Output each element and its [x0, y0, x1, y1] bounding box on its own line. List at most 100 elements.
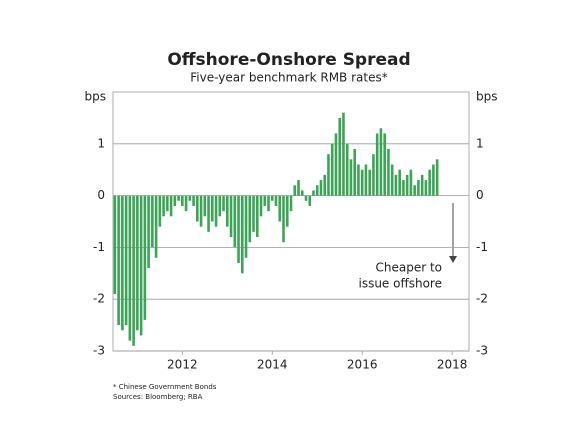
bar — [372, 154, 375, 196]
bar — [304, 195, 308, 201]
bar — [177, 195, 180, 201]
y2-tick-label: 0 — [476, 188, 484, 202]
bar — [278, 195, 282, 222]
bar — [124, 195, 128, 326]
bar — [417, 180, 420, 196]
bar — [169, 195, 173, 217]
bar — [323, 174, 327, 196]
bar — [285, 195, 289, 227]
bar — [387, 148, 390, 196]
y-tick-label: 0 — [97, 188, 105, 202]
bar — [428, 169, 431, 196]
bar — [263, 195, 267, 206]
y-tick-label: -3 — [93, 344, 105, 358]
bar — [319, 180, 323, 196]
bar — [117, 195, 120, 326]
bar — [345, 143, 349, 196]
bar — [315, 185, 319, 196]
bar — [207, 195, 210, 232]
bar — [312, 190, 315, 196]
bar — [402, 180, 405, 196]
bar — [379, 128, 383, 196]
bar — [432, 164, 435, 196]
bar — [244, 195, 248, 258]
bar — [147, 195, 150, 269]
bar — [267, 195, 270, 212]
bar — [237, 195, 240, 263]
bar — [338, 117, 342, 196]
x-tick-label: 2012 — [167, 358, 198, 372]
bar — [255, 195, 259, 238]
bar — [233, 195, 237, 248]
bar — [192, 195, 195, 206]
bar — [342, 112, 345, 196]
y-axis-label: bps — [85, 90, 107, 104]
chart-title: Offshore-Onshore Spread — [167, 50, 410, 70]
annotation: Cheaper to — [375, 261, 442, 275]
bar — [154, 195, 158, 258]
bar — [199, 195, 203, 227]
bar — [214, 195, 218, 227]
bar — [364, 164, 368, 196]
bar — [143, 195, 147, 320]
bar — [173, 195, 177, 206]
bar — [383, 133, 386, 196]
bar — [409, 169, 413, 196]
bar — [270, 195, 274, 201]
y-tick-label: 1 — [97, 136, 105, 150]
bar — [222, 195, 225, 212]
bar — [349, 159, 353, 196]
bar — [151, 195, 154, 248]
bar — [162, 195, 165, 217]
bar — [136, 195, 139, 331]
y-tick-label: -2 — [93, 292, 105, 306]
y2-tick-label: 1 — [476, 136, 484, 150]
bar — [413, 185, 416, 196]
y2-axis-label: bps — [476, 90, 498, 104]
bar — [166, 195, 169, 212]
bar — [282, 195, 285, 243]
y2-tick-label: -2 — [476, 292, 488, 306]
bar — [368, 169, 371, 196]
annotation-arrowhead — [449, 256, 457, 263]
bar — [184, 195, 188, 212]
bar — [334, 133, 338, 196]
bar — [375, 133, 379, 196]
bar — [420, 174, 424, 196]
x-tick-label: 2014 — [257, 358, 288, 372]
bar — [353, 148, 357, 196]
plot-frame — [112, 91, 470, 352]
bar — [435, 159, 439, 196]
bar — [297, 180, 300, 196]
bar — [128, 195, 132, 341]
bar — [218, 195, 222, 217]
bar — [424, 180, 428, 196]
bar — [274, 195, 278, 206]
footnote: * Chinese Government Bonds — [113, 383, 217, 391]
bar — [252, 195, 255, 232]
y2-tick-label: -3 — [476, 344, 488, 358]
bar — [398, 169, 401, 196]
x-tick-label: 2018 — [437, 358, 468, 372]
bar — [293, 185, 297, 196]
bar — [132, 195, 135, 346]
bar — [300, 190, 304, 196]
bar — [196, 195, 199, 222]
y2-tick-label: -1 — [476, 240, 488, 254]
bar — [225, 195, 229, 227]
y-tick-label: -1 — [93, 240, 105, 254]
bar — [203, 195, 207, 217]
bar — [248, 195, 252, 243]
chart-subtitle: Five-year benchmark RMB rates* — [190, 71, 387, 85]
bar — [181, 195, 184, 206]
bar — [394, 174, 398, 196]
bar — [357, 164, 360, 196]
bar — [308, 195, 312, 206]
bar — [289, 195, 293, 212]
bar — [229, 195, 233, 238]
bar — [390, 164, 394, 196]
bar — [330, 143, 334, 196]
bar — [158, 195, 162, 227]
